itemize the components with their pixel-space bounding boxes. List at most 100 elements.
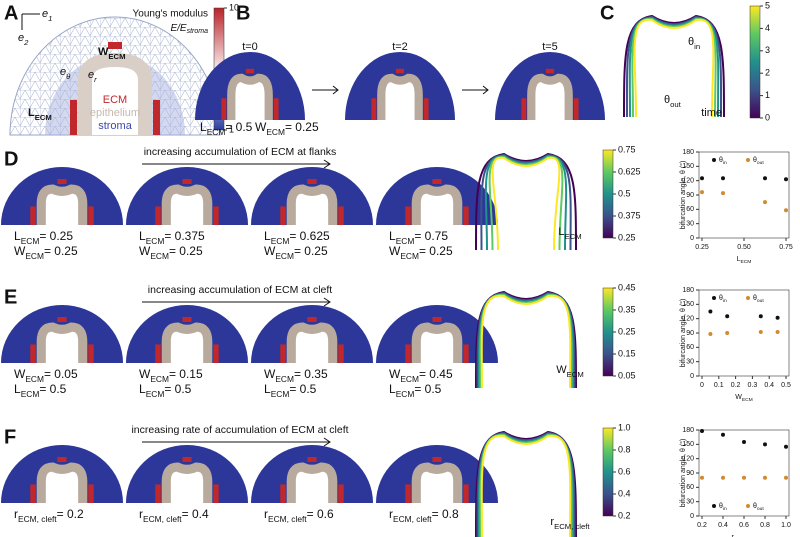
param-label-part: = 0.25: [39, 229, 73, 243]
legend-marker: [746, 504, 750, 508]
ecm: [213, 484, 219, 503]
param-label-part: ECM: [21, 236, 40, 246]
stroma-label: stroma: [98, 120, 133, 132]
legend-label-part: θ: [719, 503, 723, 510]
e1-label: e1: [42, 8, 52, 23]
point: [775, 330, 780, 335]
e2-label-part: 2: [23, 38, 29, 47]
param-label-part: ECM, cleft: [268, 514, 307, 524]
colorbar-tick-label: 1: [765, 90, 770, 100]
ecm: [423, 98, 429, 120]
y-axis-label: bifurcation angle, θ (°): [679, 439, 687, 508]
epithelium: [411, 462, 463, 503]
y-tick-label: 60: [686, 206, 694, 213]
param-label-part: ECM: [266, 127, 285, 137]
param-label-part: L: [200, 120, 207, 134]
param-label-part: ECM, cleft: [18, 514, 57, 524]
y-tick-label: 150: [682, 301, 694, 308]
param-label-part: ECM: [275, 251, 294, 261]
y-tick-label: 60: [686, 484, 694, 491]
colorbar-tick-label: 10: [229, 2, 239, 12]
colorbar-label-part: ECM: [565, 232, 582, 241]
legend-label: θin: [719, 295, 727, 304]
colorbar-tick-label: 1: [229, 124, 234, 134]
point: [742, 475, 746, 480]
param-label-part: = 0.5: [414, 382, 441, 396]
contour: [479, 293, 573, 389]
ecm: [463, 206, 469, 225]
legend-label-part: in: [723, 298, 727, 304]
y-tick-label: 0: [690, 235, 694, 242]
colorbar-tick-label: 0: [765, 112, 770, 122]
legend-label: θout: [753, 295, 764, 304]
param-label-part: ECM: [271, 236, 290, 246]
param-label-part: W: [139, 244, 151, 258]
colorbar-tick-label: 0.2: [618, 510, 631, 520]
y-tick-label: 180: [682, 287, 694, 294]
legend-label-part: out: [757, 506, 764, 512]
ecm: [280, 206, 286, 225]
axis-arrows: [21, 13, 40, 30]
x-tick-label: 0.3: [748, 382, 758, 389]
theta-in-label-part: in: [694, 42, 700, 51]
caption: increasing rate of accumulation of ECM a…: [131, 424, 348, 436]
legend-marker: [712, 296, 716, 300]
contour: [475, 152, 577, 251]
ecm: [573, 98, 579, 120]
colorbar-tick-label: 2: [765, 68, 770, 78]
ecm: [88, 206, 94, 225]
ecm: [405, 344, 411, 363]
colorbar-label-part: r: [550, 516, 554, 528]
point: [784, 177, 788, 182]
er-label-part: e: [88, 69, 94, 81]
param-label-part: r: [389, 507, 393, 521]
contour: [477, 292, 575, 389]
x-tick-label: 1.0: [781, 522, 791, 529]
ecm: [57, 456, 67, 463]
etheta-label: eθ: [60, 66, 71, 81]
epithelium: [78, 52, 152, 135]
arrow: [142, 159, 331, 169]
x-axis-label-part: r: [732, 534, 735, 537]
ecm: [155, 206, 161, 225]
point: [763, 475, 767, 480]
param-label-part: ECM: [275, 374, 294, 384]
param-label-part: = 0.15: [169, 367, 203, 381]
legend-label-part: in: [723, 160, 727, 166]
colorbar-label: rECM, cleft: [550, 516, 590, 531]
ecm-label: ECM: [103, 94, 127, 106]
e2-label-part: e: [18, 32, 24, 44]
point: [721, 191, 725, 196]
y-tick-label: 30: [686, 221, 694, 228]
param-label-part: = 0.6: [307, 507, 334, 521]
epithelium-label: epithelium: [90, 107, 140, 119]
legend-label: θout: [753, 503, 764, 512]
x-tick-label: 0.1: [714, 382, 724, 389]
point: [700, 190, 704, 195]
ecm: [395, 68, 405, 74]
param-label-part: L: [139, 382, 146, 396]
arrow: [462, 85, 489, 95]
theta-out-label: θout: [664, 94, 682, 109]
param-label-part: = 0.35: [294, 367, 328, 381]
etheta-label-part: e: [60, 66, 66, 78]
x-tick-label: 0.8: [760, 522, 770, 529]
param-label-part: ECM: [271, 389, 290, 399]
colorbar-label: time: [701, 107, 722, 119]
param-label: WECM= 0.05: [14, 367, 78, 384]
legend-label-part: θ: [753, 157, 757, 164]
point: [700, 428, 704, 433]
time-label: t=5: [542, 41, 558, 53]
param-label-part: L: [389, 229, 396, 243]
param-label-part: = 0.05: [44, 367, 78, 381]
epithelium: [286, 462, 338, 503]
colorbar-tick-label: 0.6: [618, 466, 631, 476]
plot-frame: [698, 289, 790, 377]
param-label-part: L: [264, 382, 271, 396]
x-axis-label-part: ECM: [742, 397, 753, 403]
point: [763, 200, 767, 205]
colorbar-tick-label: 0.25: [618, 232, 636, 242]
param-label-part: L: [389, 382, 396, 396]
contour: [480, 153, 572, 251]
contour: [633, 18, 715, 118]
